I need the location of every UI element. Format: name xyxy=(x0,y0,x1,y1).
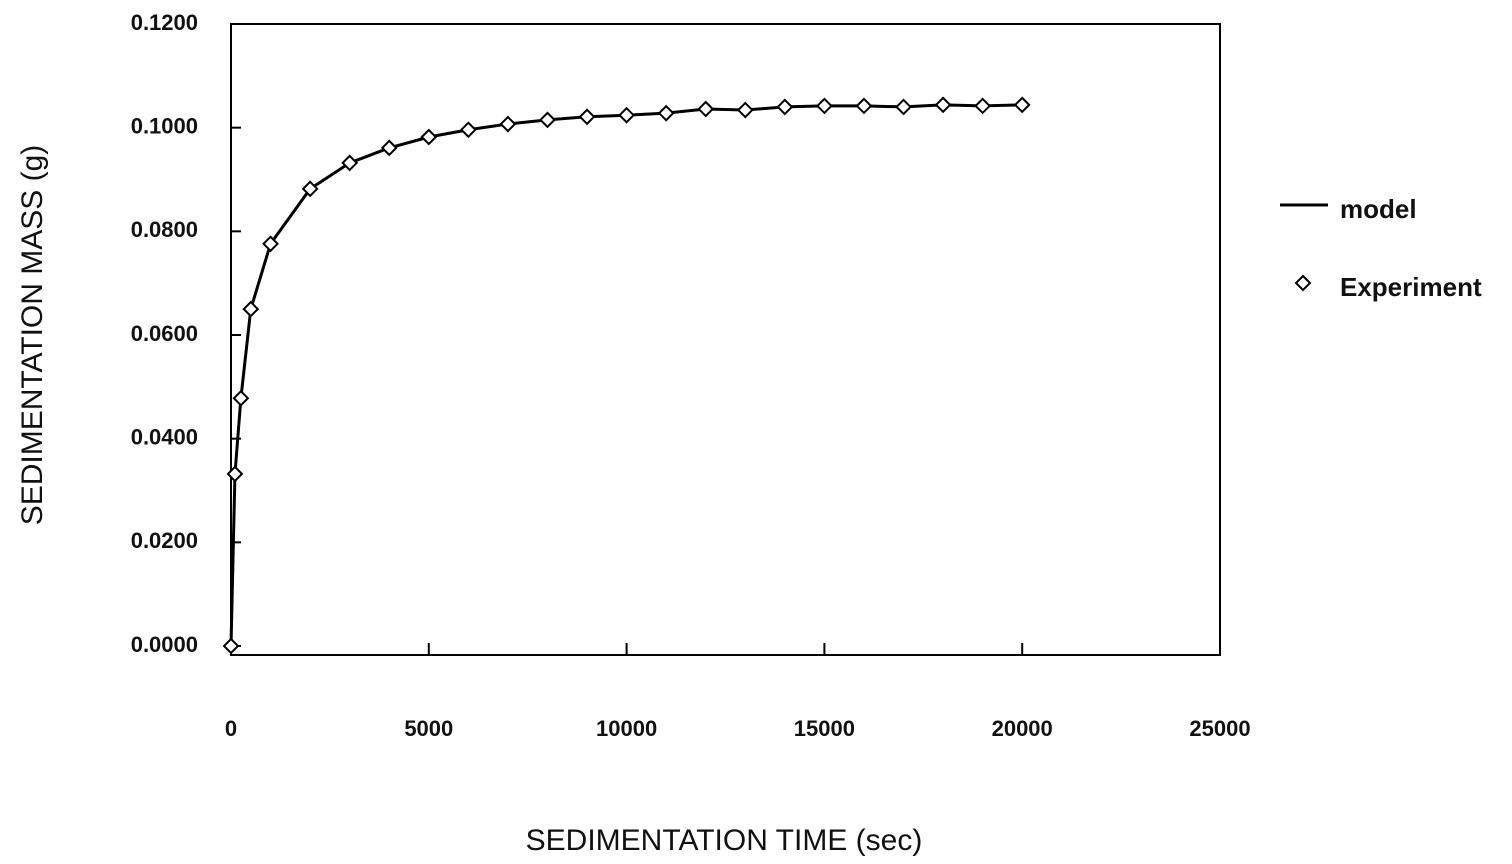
experiment-point xyxy=(242,300,260,318)
x-tick-label: 25000 xyxy=(1189,716,1250,741)
experiment-point xyxy=(341,154,359,172)
experiment-point xyxy=(539,111,556,129)
legend-label: model xyxy=(1340,194,1417,224)
experiment-point xyxy=(262,235,279,253)
experiment-point xyxy=(578,108,596,126)
y-tick-label: 0.1200 xyxy=(131,10,198,35)
x-tick-label: 10000 xyxy=(596,716,657,741)
experiment-point xyxy=(232,389,250,407)
experiment-point xyxy=(380,139,398,157)
y-tick-label: 0.0200 xyxy=(131,528,198,553)
experiment-point xyxy=(855,97,873,115)
experiment-point xyxy=(222,637,240,655)
experiment-point xyxy=(934,96,952,114)
experiment-point xyxy=(895,98,912,116)
x-tick-label: 20000 xyxy=(992,716,1053,741)
x-tick-label: 5000 xyxy=(404,716,453,741)
x-tick-label: 15000 xyxy=(794,716,855,741)
experiment-point xyxy=(736,101,754,119)
experiment-point xyxy=(226,465,244,483)
y-tick-label: 0.0400 xyxy=(131,424,198,449)
x-tick-label: 0 xyxy=(225,716,237,741)
x-axis-title: SEDIMENTATION TIME (sec) xyxy=(526,824,923,857)
y-tick-label: 0.0600 xyxy=(131,321,198,346)
y-tick-label: 0.0800 xyxy=(131,217,198,242)
legend-label: Experiment xyxy=(1340,272,1482,302)
experiment-point xyxy=(815,97,833,115)
legend-marker xyxy=(1294,274,1312,292)
model-line xyxy=(229,103,1023,647)
experiment-point xyxy=(697,100,715,118)
experiment-point xyxy=(459,121,477,139)
experiment-point xyxy=(974,97,992,115)
experiment-point xyxy=(657,104,675,122)
y-axis-title: SEDIMENTATION MASS (g) xyxy=(16,145,49,526)
experiment-point xyxy=(1013,96,1031,114)
y-tick-label: 0.1000 xyxy=(131,113,198,138)
experiment-point xyxy=(618,106,636,124)
experiment-point xyxy=(301,180,319,198)
plot-frame xyxy=(230,23,1221,656)
y-tick-label: 0.0000 xyxy=(131,632,198,657)
experiment-point xyxy=(420,128,438,146)
experiment-point xyxy=(499,115,517,133)
experiment-point xyxy=(776,98,794,116)
